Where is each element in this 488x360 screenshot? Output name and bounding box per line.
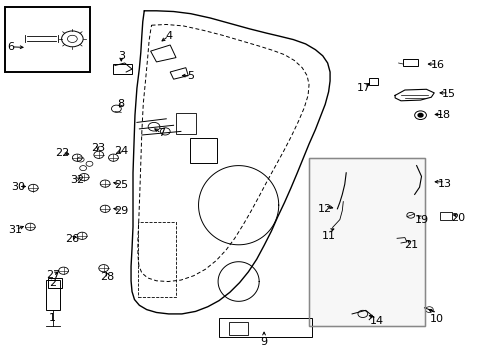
Text: 8: 8 [118,99,124,109]
Text: 29: 29 [114,206,128,216]
Text: 16: 16 [430,60,444,70]
Text: 9: 9 [260,337,267,347]
Text: 19: 19 [414,215,427,225]
Text: 31: 31 [9,225,22,235]
Text: 32: 32 [70,175,84,185]
Text: 7: 7 [158,128,164,138]
Bar [46,280,60,310]
Bar [403,59,417,66]
Text: 21: 21 [403,240,417,250]
Bar [48,278,61,288]
Text: 23: 23 [91,143,104,153]
Text: 15: 15 [441,89,455,99]
Text: 10: 10 [429,314,443,324]
Bar [439,212,451,220]
Text: 4: 4 [165,31,172,41]
Text: 5: 5 [187,71,194,81]
Bar [308,158,425,326]
Text: 3: 3 [118,51,124,61]
Text: 26: 26 [65,234,79,244]
Text: 11: 11 [321,231,335,241]
Bar [176,113,195,134]
Bar [189,138,216,163]
Text: 24: 24 [114,146,128,156]
Text: 1: 1 [49,312,56,323]
Text: 6: 6 [7,42,14,52]
Text: 13: 13 [437,179,451,189]
Text: 25: 25 [114,180,128,190]
Bar [219,318,311,337]
Text: 30: 30 [12,182,25,192]
Text: 17: 17 [357,83,370,93]
Bar [113,64,132,74]
Circle shape [417,113,422,117]
Bar [368,78,377,85]
Text: 27: 27 [45,270,60,280]
Text: 2: 2 [49,278,56,288]
Bar [138,222,176,297]
Bar [5,7,90,72]
Text: 14: 14 [369,316,383,326]
Text: 28: 28 [100,272,115,282]
Text: 12: 12 [317,204,331,214]
Bar [308,158,425,326]
Text: 18: 18 [436,110,450,120]
Bar [228,322,248,335]
Text: 20: 20 [451,213,465,223]
Text: 22: 22 [55,148,70,158]
